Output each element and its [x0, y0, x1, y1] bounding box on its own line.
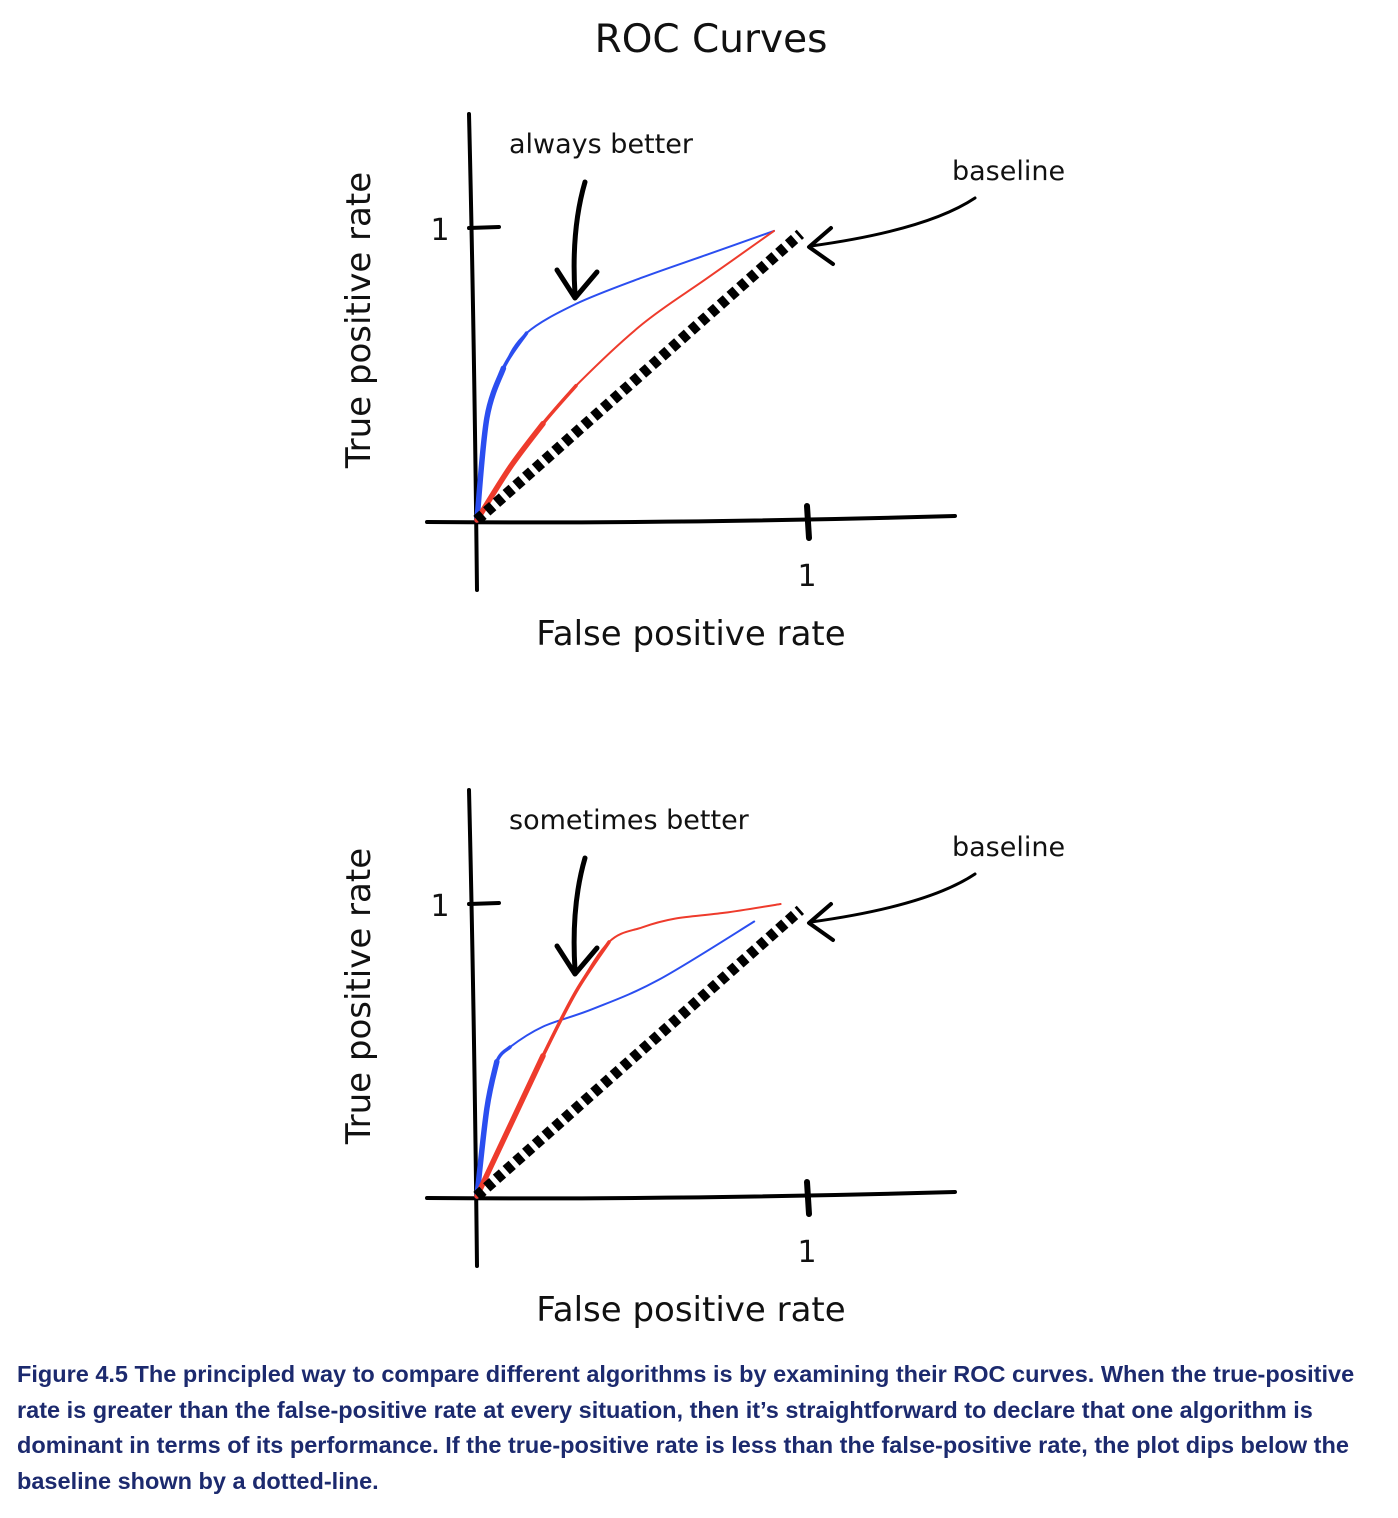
- y-axis-label: True positive rate: [339, 848, 379, 1145]
- red-roc-curve: [476, 903, 782, 1197]
- x-axis: [425, 1190, 957, 1201]
- x-axis: [425, 514, 957, 525]
- figure-title: ROC Curves: [595, 17, 828, 62]
- annotation-label: sometimes better: [509, 805, 750, 836]
- y-axis-label: True positive rate: [339, 172, 379, 469]
- annotation-arrow: [571, 179, 588, 297]
- x-tick-label: 1: [797, 1235, 816, 1270]
- annotation-arrowhead: [554, 267, 600, 301]
- red-roc-curve: [476, 229, 775, 521]
- roc-chart-always-better: 1 1 False positive rate True positive rate a…: [339, 112, 1065, 654]
- roc-chart-sometimes-better: 1 1 False positive rate True positive rate s…: [339, 788, 1065, 1330]
- figure-caption: Figure 4.5 The principled way to compare…: [17, 1361, 1355, 1494]
- y-tick-mark: [467, 901, 501, 906]
- x-tick-mark: [804, 503, 812, 541]
- baseline-arrow: [809, 872, 977, 924]
- baseline-dotted-line: [473, 905, 805, 1201]
- baseline-dotted-line: [473, 229, 805, 525]
- roc-figure: ROC Curves 1 1 False positive rate True pos…: [339, 17, 1065, 1330]
- y-tick-label: 1: [430, 213, 449, 248]
- y-tick-mark: [467, 225, 501, 230]
- blue-roc-curve: [476, 229, 775, 521]
- annotation-label: always better: [509, 129, 694, 160]
- baseline-arrow: [809, 196, 977, 248]
- baseline-label: baseline: [952, 832, 1065, 863]
- x-axis-label: False positive rate: [536, 614, 845, 654]
- x-tick-mark: [804, 1179, 812, 1217]
- blue-roc-curve-start: [474, 1058, 500, 1199]
- y-tick-label: 1: [430, 889, 449, 924]
- baseline-label: baseline: [952, 156, 1065, 187]
- baseline-arrowhead: [807, 226, 835, 266]
- annotation-arrow: [571, 855, 588, 973]
- x-axis-label: False positive rate: [536, 1290, 845, 1330]
- annotation-arrowhead: [554, 943, 600, 977]
- x-tick-label: 1: [797, 559, 816, 594]
- red-roc-curve-start: [474, 1053, 546, 1199]
- baseline-arrowhead: [807, 902, 835, 942]
- blue-roc-curve-start: [474, 365, 507, 523]
